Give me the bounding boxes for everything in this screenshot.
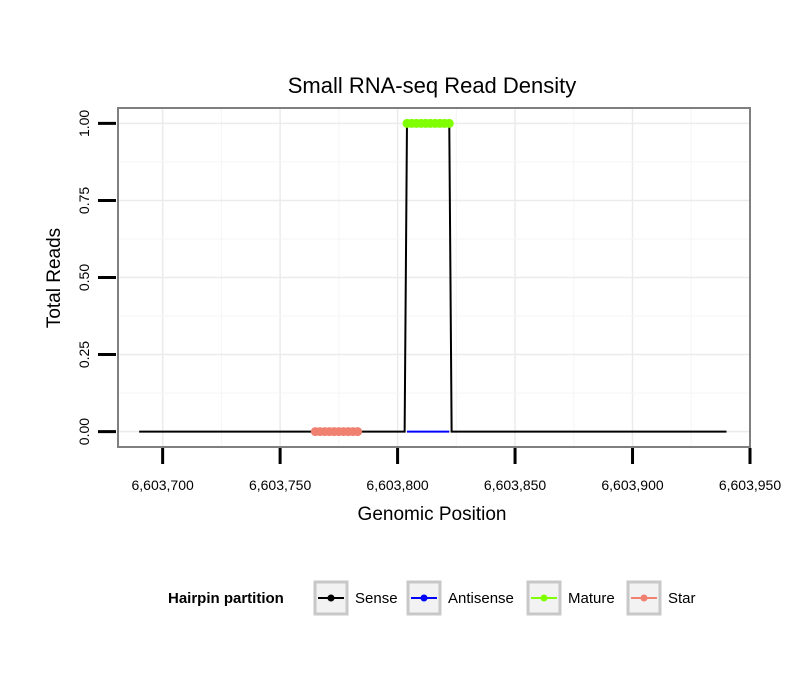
y-axis-title: Total Reads	[44, 228, 65, 328]
y-tick-label: 1.00	[76, 110, 92, 137]
x-tick-label: 6,603,950	[719, 477, 781, 493]
x-axis-title: Genomic Position	[358, 504, 507, 525]
legend: Hairpin partition Sense Antisense Mature St…	[168, 580, 696, 616]
legend-label-sense: Sense	[355, 590, 398, 607]
plot-border	[117, 107, 751, 448]
x-tick-label: 6,603,800	[366, 477, 428, 493]
y-axis: 0.00 0.25 0.50 0.75 1.00	[76, 110, 116, 445]
y-tick-label: 0.50	[76, 264, 92, 291]
x-axis: 6,603,700 6,603,750 6,603,800 6,603,850 6,60…	[131, 448, 781, 493]
legend-label-mature: Mature	[568, 590, 615, 607]
legend-key-point-mature	[540, 594, 548, 602]
y-tick-label: 0.25	[76, 341, 92, 368]
legend-label-star: Star	[668, 590, 696, 607]
y-tick-label: 0.75	[76, 187, 92, 214]
y-tick-label: 0.00	[76, 418, 92, 445]
x-tick-label: 6,603,700	[131, 477, 193, 493]
x-tick-label: 6,603,750	[249, 477, 311, 493]
legend-key-point-star	[640, 594, 648, 602]
chart-title: Small RNA-seq Read Density	[288, 73, 577, 98]
legend-title: Hairpin partition	[168, 590, 284, 607]
legend-key-point-sense	[327, 594, 335, 602]
legend-label-antisense: Antisense	[448, 590, 514, 607]
grid-lines	[118, 108, 751, 447]
legend-key-point-antisense	[420, 594, 428, 602]
x-tick-label: 6,603,850	[484, 477, 546, 493]
x-tick-label: 6,603,900	[601, 477, 663, 493]
series-layer	[139, 118, 727, 437]
